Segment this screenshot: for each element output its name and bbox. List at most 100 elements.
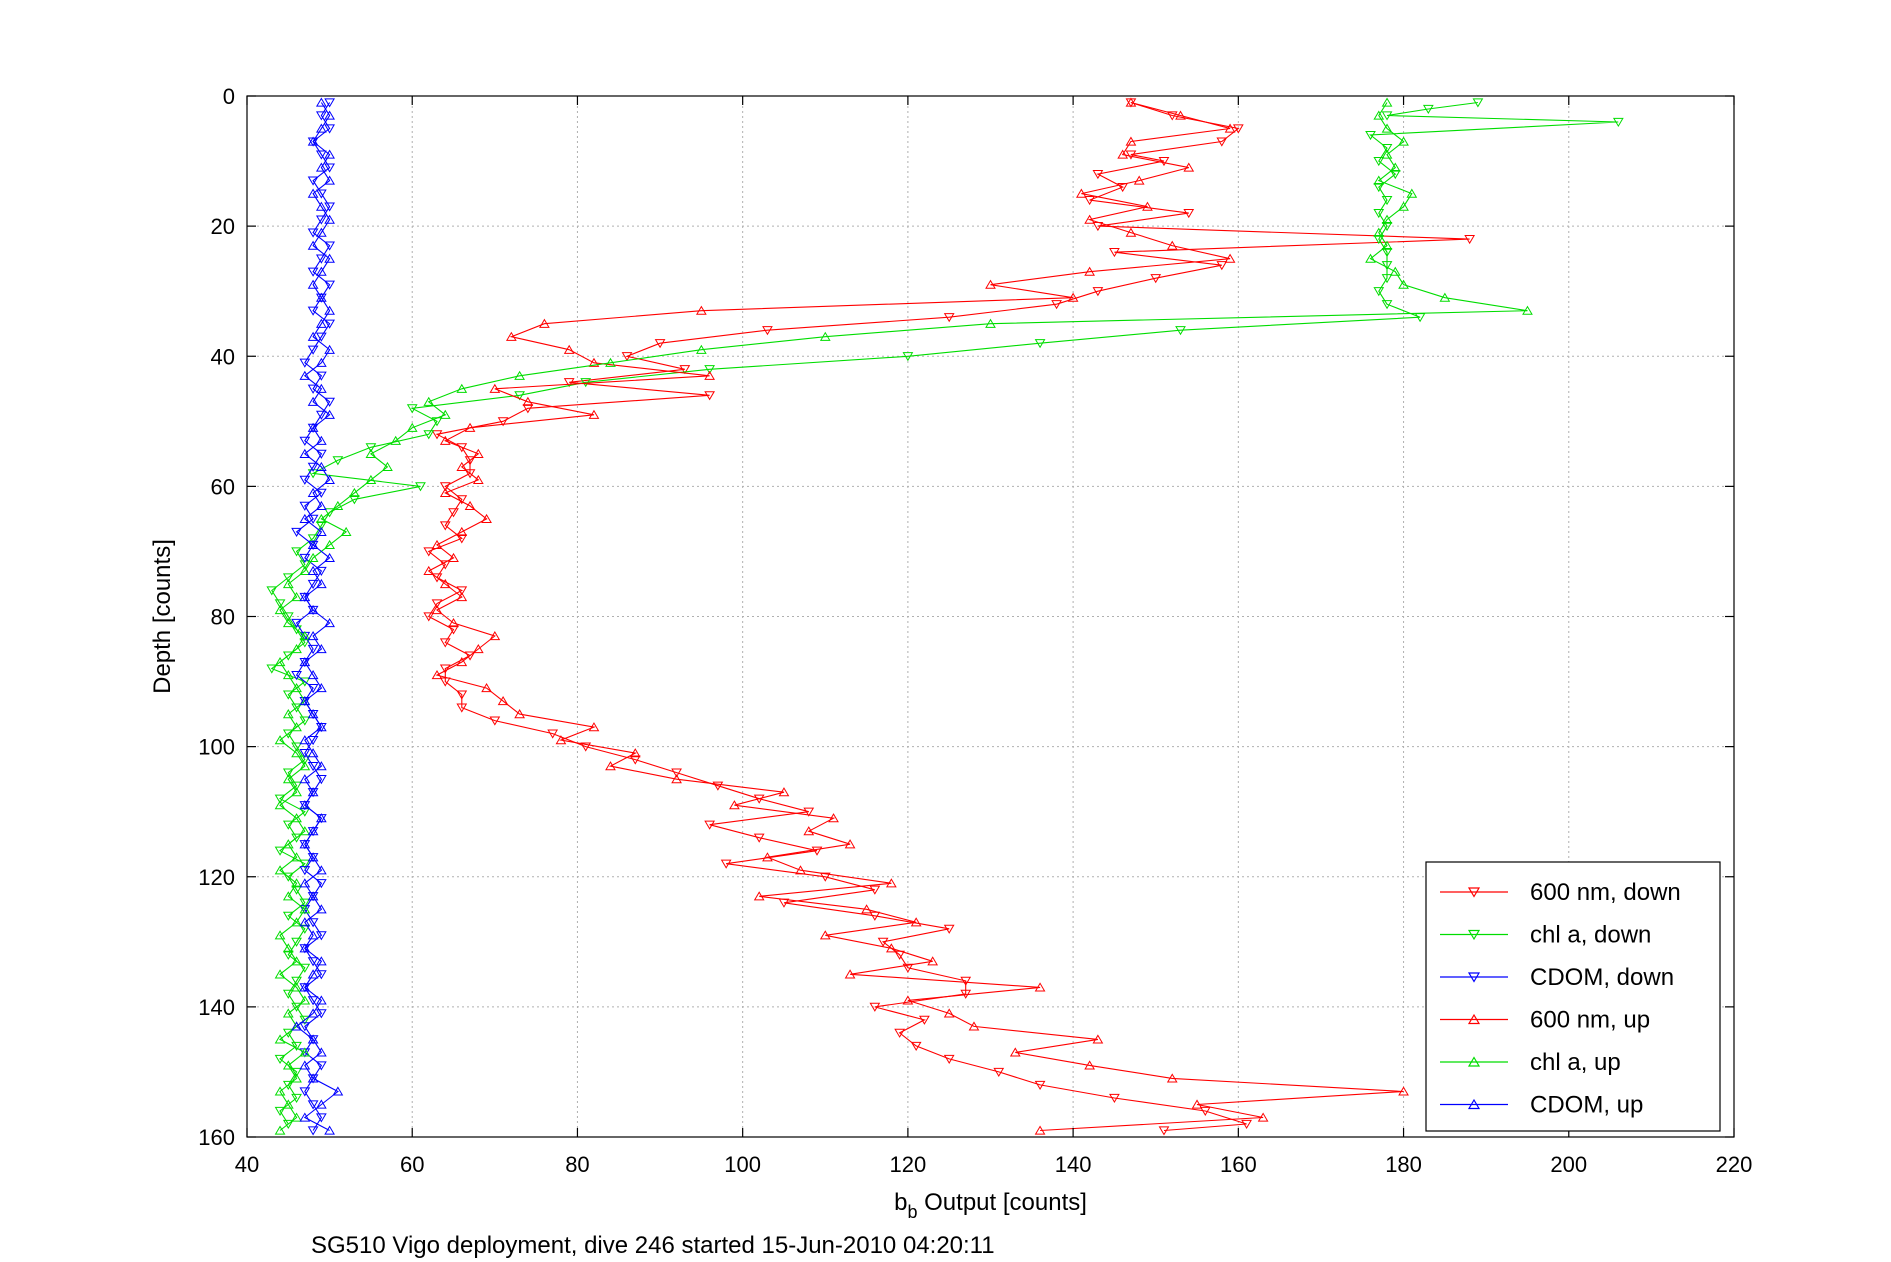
data-point bbox=[439, 638, 451, 648]
legend-entry: 600 nm, down bbox=[1440, 879, 1681, 906]
data-point bbox=[1381, 149, 1393, 159]
x-tick-label: 200 bbox=[1550, 1152, 1587, 1177]
data-point bbox=[299, 657, 311, 667]
data-point bbox=[324, 280, 335, 290]
data-point bbox=[315, 189, 327, 199]
data-point bbox=[307, 630, 319, 641]
data-point bbox=[489, 383, 501, 393]
x-tick-labels: 40 60 80 100 120 140 160 180 200 220 bbox=[235, 1152, 1753, 1177]
data-point bbox=[315, 526, 327, 537]
data-point bbox=[266, 664, 278, 674]
data-point bbox=[274, 794, 286, 804]
data-point bbox=[877, 937, 889, 947]
data-point bbox=[291, 1112, 302, 1122]
data-point bbox=[448, 552, 459, 563]
data-point bbox=[439, 487, 451, 497]
data-point bbox=[1472, 98, 1484, 108]
data-point bbox=[291, 748, 302, 758]
data-point bbox=[282, 1099, 294, 1109]
data-point bbox=[902, 963, 914, 973]
data-point bbox=[274, 1125, 286, 1135]
data-point bbox=[299, 1015, 311, 1025]
data-point bbox=[448, 625, 459, 635]
data-point bbox=[307, 552, 319, 563]
data-point bbox=[819, 872, 831, 882]
data-point bbox=[621, 352, 633, 362]
data-point bbox=[1398, 136, 1409, 146]
data-point bbox=[1389, 266, 1401, 276]
legend-entry: chl a, up bbox=[1440, 1049, 1621, 1076]
data-point bbox=[324, 409, 335, 419]
data-point bbox=[324, 344, 335, 354]
data-point bbox=[291, 917, 302, 927]
data-point bbox=[274, 1034, 286, 1044]
data-point bbox=[1398, 201, 1409, 211]
data-point bbox=[291, 1041, 302, 1051]
data-point bbox=[315, 761, 327, 771]
data-point bbox=[315, 227, 327, 237]
data-point bbox=[282, 1080, 294, 1090]
y-tick-label: 20 bbox=[211, 214, 235, 239]
data-point bbox=[315, 904, 327, 914]
data-point bbox=[1117, 182, 1129, 193]
data-point bbox=[315, 332, 327, 342]
legend-swatch-marker bbox=[1467, 1013, 1481, 1025]
data-point bbox=[299, 917, 311, 927]
data-point bbox=[299, 1087, 311, 1097]
legend-entry: 600 nm, up bbox=[1440, 1007, 1650, 1034]
data-point bbox=[1166, 240, 1178, 250]
data-point bbox=[431, 604, 443, 615]
data-point bbox=[324, 110, 335, 120]
data-point bbox=[291, 956, 302, 966]
data-point bbox=[291, 878, 302, 888]
data-point bbox=[315, 435, 327, 445]
data-point bbox=[629, 755, 641, 765]
data-point bbox=[1183, 209, 1195, 219]
data-point bbox=[563, 378, 575, 388]
data-point bbox=[307, 891, 319, 901]
data-point bbox=[315, 1009, 327, 1019]
data-point bbox=[299, 716, 311, 726]
data-point bbox=[1150, 274, 1162, 284]
data-point bbox=[299, 591, 311, 602]
data-point bbox=[315, 1047, 327, 1057]
data-point bbox=[803, 807, 815, 817]
x-tick-label: 80 bbox=[565, 1152, 589, 1177]
data-point bbox=[1125, 150, 1137, 160]
data-point bbox=[695, 305, 707, 315]
data-point bbox=[282, 1028, 294, 1038]
data-point bbox=[291, 1021, 302, 1031]
data-point bbox=[1051, 300, 1062, 310]
data-point bbox=[299, 565, 311, 576]
data-point bbox=[291, 937, 302, 947]
data-point bbox=[307, 469, 319, 479]
data-point bbox=[307, 267, 319, 277]
y-tick-label: 80 bbox=[211, 605, 235, 630]
data-point bbox=[291, 781, 302, 791]
data-point bbox=[439, 578, 451, 589]
data-point bbox=[729, 800, 740, 810]
data-point bbox=[315, 201, 327, 211]
data-point bbox=[390, 435, 402, 445]
x-tick-label: 180 bbox=[1385, 1152, 1422, 1177]
data-point bbox=[315, 292, 327, 302]
data-point bbox=[315, 683, 327, 693]
x-axis-label-rest: Output [counts] bbox=[917, 1189, 1086, 1216]
data-point bbox=[299, 839, 311, 849]
data-point bbox=[712, 781, 724, 791]
data-point bbox=[885, 943, 897, 953]
data-point bbox=[274, 657, 286, 667]
legend-swatch-marker bbox=[1467, 887, 1481, 898]
data-point bbox=[274, 604, 286, 615]
series-line bbox=[427, 101, 1470, 1132]
data-point bbox=[1365, 130, 1376, 141]
y-tick-label: 0 bbox=[223, 84, 235, 109]
data-point bbox=[1439, 292, 1451, 302]
data-point bbox=[943, 1054, 955, 1064]
data-point bbox=[439, 664, 451, 674]
data-point bbox=[902, 352, 914, 362]
data-point bbox=[315, 970, 327, 980]
data-point bbox=[307, 136, 319, 146]
data-point bbox=[1398, 279, 1409, 289]
data-point bbox=[324, 508, 335, 518]
